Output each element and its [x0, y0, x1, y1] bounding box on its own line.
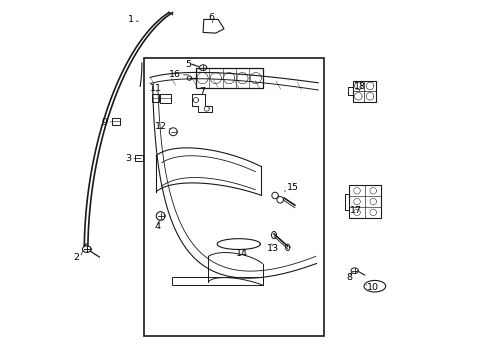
Text: 11: 11 [149, 84, 161, 93]
Bar [135, 155, 142, 161]
Text: 4: 4 [154, 222, 160, 231]
Text: 17: 17 [349, 206, 361, 215]
Text: 14: 14 [235, 249, 247, 258]
Bar [348, 185, 381, 218]
Text: 15: 15 [286, 184, 298, 192]
Bar [160, 94, 171, 103]
Text: 10: 10 [366, 284, 378, 292]
Bar [143, 58, 323, 336]
Text: 8: 8 [345, 273, 351, 282]
Bar [352, 81, 375, 102]
Text: 6: 6 [207, 13, 213, 22]
Text: 18: 18 [353, 82, 365, 91]
Text: 9: 9 [102, 118, 107, 127]
Text: 12: 12 [155, 122, 167, 131]
Text: 13: 13 [266, 244, 279, 253]
Text: 5: 5 [185, 60, 191, 69]
Text: 2: 2 [74, 253, 80, 262]
Bar [151, 94, 159, 102]
Bar [112, 118, 120, 125]
Text: 16: 16 [168, 71, 181, 79]
Text: 7: 7 [199, 87, 204, 96]
Bar [172, 277, 262, 285]
Text: 1: 1 [127, 15, 133, 24]
Text: 3: 3 [125, 154, 131, 163]
Bar [196, 68, 262, 88]
